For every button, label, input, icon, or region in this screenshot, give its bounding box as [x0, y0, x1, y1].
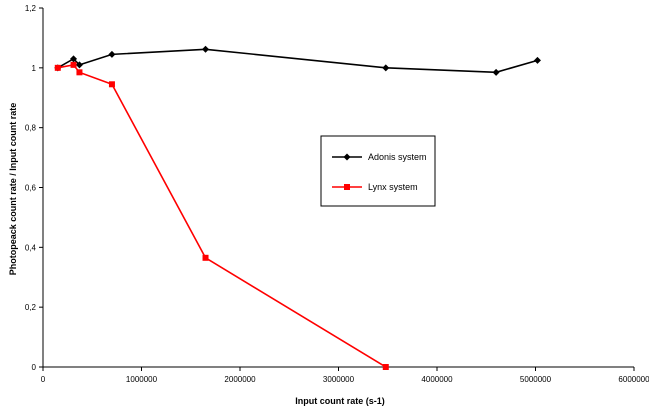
data-point-lynx — [202, 254, 209, 261]
data-point-adonis — [382, 64, 390, 72]
data-point-lynx — [76, 69, 83, 76]
y-tick-label: 0,2 — [25, 303, 37, 312]
legend-label-adonis: Adonis system — [368, 152, 427, 162]
y-tick-label: 0,4 — [25, 243, 37, 252]
data-point-adonis — [108, 50, 116, 58]
x-tick-label: 6000000 — [618, 375, 649, 384]
y-tick-label: 0,8 — [25, 124, 37, 133]
legend-marker-lynx — [344, 184, 350, 190]
y-tick-label: 1,2 — [25, 4, 37, 13]
y-ticks: 0 0,2 0,4 0,6 0,8 1 1,2 — [25, 4, 43, 372]
data-point-lynx — [54, 64, 61, 71]
data-point-lynx — [70, 61, 77, 68]
x-ticks: 0 1000000 2000000 3000000 4000000 5000000 6000… — [41, 367, 649, 384]
x-tick-label: 0 — [41, 375, 46, 384]
x-axis-title: Input count rate (s-1) — [295, 396, 385, 406]
data-point-adonis — [492, 68, 500, 76]
data-point-adonis — [202, 45, 210, 53]
data-point-adonis — [533, 56, 541, 64]
y-tick-label: 0,6 — [25, 184, 37, 193]
data-point-adonis — [75, 61, 83, 69]
y-axis-title: Photopeack count rate / Input count rate — [8, 103, 18, 276]
series-layer — [54, 45, 541, 370]
x-tick-label: 2000000 — [224, 375, 256, 384]
legend-box — [320, 135, 436, 207]
y-tick-label: 0 — [32, 363, 37, 372]
data-point-lynx — [382, 364, 389, 370]
data-point-adonis — [70, 55, 78, 63]
x-tick-label: 5000000 — [520, 375, 552, 384]
x-tick-label: 3000000 — [323, 375, 355, 384]
legend-marker-adonis — [343, 153, 351, 161]
data-point-lynx — [108, 81, 115, 88]
legend: Adonis system Lynx system — [320, 135, 436, 207]
legend-label-lynx: Lynx system — [368, 182, 418, 192]
y-tick-label: 1 — [32, 64, 37, 73]
series-line-lynx — [57, 63, 387, 368]
x-tick-label: 4000000 — [421, 375, 453, 384]
x-tick-label: 1000000 — [126, 375, 158, 384]
series-line-adonis — [57, 48, 538, 74]
